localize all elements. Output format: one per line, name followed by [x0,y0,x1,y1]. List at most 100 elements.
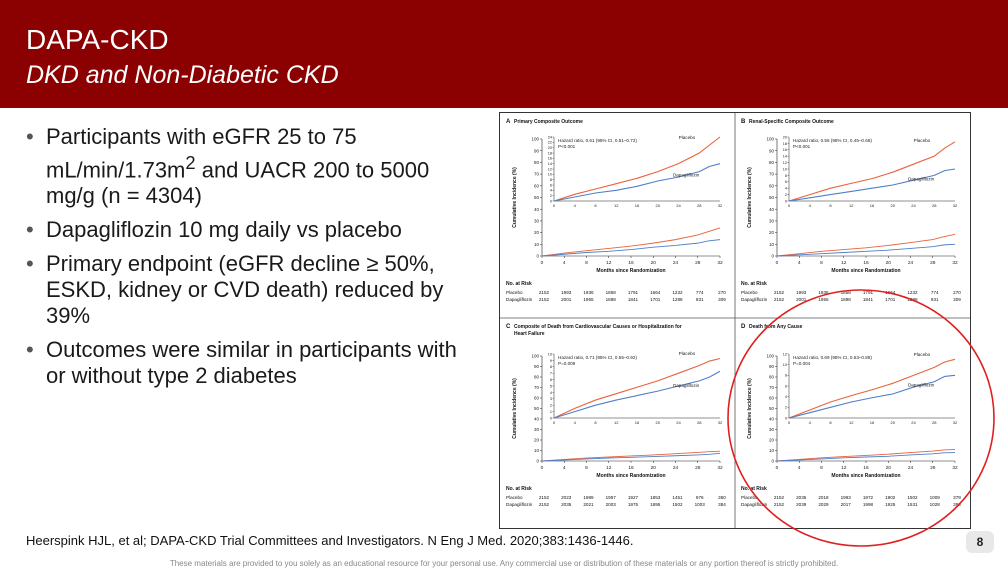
title-banner: DAPA-CKD DKD and Non-Diabetic CKD [0,0,1008,108]
main-curve-placebo [776,233,956,257]
risk-table-value: 1895 [650,502,661,507]
inset-y-tick-label: 6 [785,384,787,388]
y-tick-label: 10 [534,242,540,247]
risk-table-value: 2152 [539,297,550,302]
inset-x-tick-label: 24 [911,203,916,208]
x-tick-label: 12 [606,260,612,266]
x-tick-label: 0 [541,465,544,471]
y-tick-label: 20 [534,438,540,443]
inset-y-tick-label: 6 [550,378,552,382]
x-tick-label: 4 [798,260,801,266]
risk-table-value: 270 [953,290,961,295]
y-tick-label: 50 [534,406,540,411]
x-tick-label: 16 [628,260,634,266]
inset-x-tick-label: 32 [718,420,723,425]
x-axis-label: Months since Randomization [596,268,665,274]
y-tick-label: 80 [534,375,540,380]
bullet-icon: • [26,251,34,277]
x-tick-label: 24 [673,465,679,471]
risk-table-label: Dapagliflozin [506,297,533,302]
y-tick-label: 100 [531,137,539,142]
x-tick-label: 12 [841,260,847,266]
risk-table-value: 1003 [695,502,706,507]
x-tick-label: 32 [717,260,723,266]
risk-table-value: 1288 [672,297,683,302]
main-curve-placebo [541,227,721,257]
x-tick-label: 8 [820,260,823,266]
x-tick-label: 20 [651,260,657,266]
risk-table-value: 1288 [907,297,918,302]
risk-table-value: 1993 [841,495,852,500]
inset-curve-dapagliflozin [553,163,721,202]
y-tick-label: 60 [769,396,775,401]
y-tick-label: 40 [534,207,540,212]
inset-y-tick-label: 9 [550,359,552,363]
y-tick-label: 40 [769,417,775,422]
y-tick-label: 90 [534,364,540,369]
y-tick-label: 60 [769,183,775,188]
risk-table-value: 1232 [907,290,918,295]
bullet-item: • Outcomes were similar in participants w… [26,337,457,389]
risk-table-value: 1955 [818,297,829,302]
hazard-ratio-text: P<0.001 [558,144,576,149]
risk-table-value: 2001 [561,297,572,302]
series-label-placebo: Placebo [679,135,696,140]
risk-table-value: 1975 [628,502,639,507]
risk-table-value: 379 [953,495,961,500]
risk-table-value: 309 [718,297,726,302]
inset-y-tick-label: 16 [783,148,787,152]
risk-table-header: No. at Risk [506,486,532,492]
y-tick-label: 0 [536,459,539,464]
inset-y-tick-label: 10 [548,173,552,177]
inset-curve-dapagliflozin [553,370,721,419]
inset-x-tick-label: 8 [594,203,597,208]
y-tick-label: 80 [769,375,775,380]
panel-letter: B [741,119,746,125]
risk-table-value: 309 [953,297,961,302]
hazard-ratio-text: P=0.009 [558,361,576,366]
inset-curve-placebo [788,358,956,419]
risk-table-value: 774 [931,290,939,295]
risk-table-value: 1993 [796,290,807,295]
inset-x-tick-label: 4 [574,203,577,208]
y-tick-label: 0 [771,254,774,259]
series-label-dapagliflozin: Dapagliflozin [908,382,935,387]
y-tick-label: 70 [769,385,775,390]
risk-table-value: 1955 [583,297,594,302]
x-axis-label: Months since Randomization [831,268,900,274]
hazard-ratio-text: P<0.001 [793,144,811,149]
figure-svg: A Primary Composite Outcome01020304050607… [500,113,970,528]
risk-table-label: Placebo [741,495,758,500]
risk-table-value: 2017 [841,502,852,507]
x-tick-label: 24 [673,260,679,266]
x-tick-label: 20 [651,465,657,471]
y-tick-label: 20 [534,230,540,235]
y-axis-label: Cumulative Incidence (%) [512,167,518,228]
reference-citation: Heerspink HJL, et al; DAPA-CKD Trial Com… [26,533,634,548]
x-tick-label: 4 [563,465,566,471]
inset-x-tick-label: 0 [788,420,791,425]
risk-table-value: 398 [953,502,961,507]
inset-y-tick-label: 3 [550,397,552,401]
risk-table-value: 360 [718,495,726,500]
inset-x-tick-label: 16 [870,420,875,425]
inset-y-tick-label: 8 [550,365,552,369]
risk-table-value: 1957 [606,495,617,500]
risk-table-value: 1925 [885,502,896,507]
y-tick-label: 80 [534,160,540,165]
risk-table-value: 774 [696,290,704,295]
inset-x-tick-label: 0 [553,420,556,425]
risk-table-value: 1898 [606,297,617,302]
risk-table-header: No. at Risk [741,486,767,492]
slide-title: DAPA-CKD [26,24,169,55]
inset-curve-placebo [788,141,956,202]
y-tick-label: 100 [531,354,539,359]
risk-table-label: Placebo [506,495,523,500]
risk-table-value: 2152 [774,297,785,302]
inset-y-tick-label: 12 [548,167,552,171]
y-axis-label: Cumulative Incidence (%) [512,378,518,439]
risk-table-value: 1972 [863,495,874,500]
risk-table-value: 1927 [628,495,639,500]
inset-x-tick-label: 12 [614,420,619,425]
risk-table-value: 1858 [606,290,617,295]
